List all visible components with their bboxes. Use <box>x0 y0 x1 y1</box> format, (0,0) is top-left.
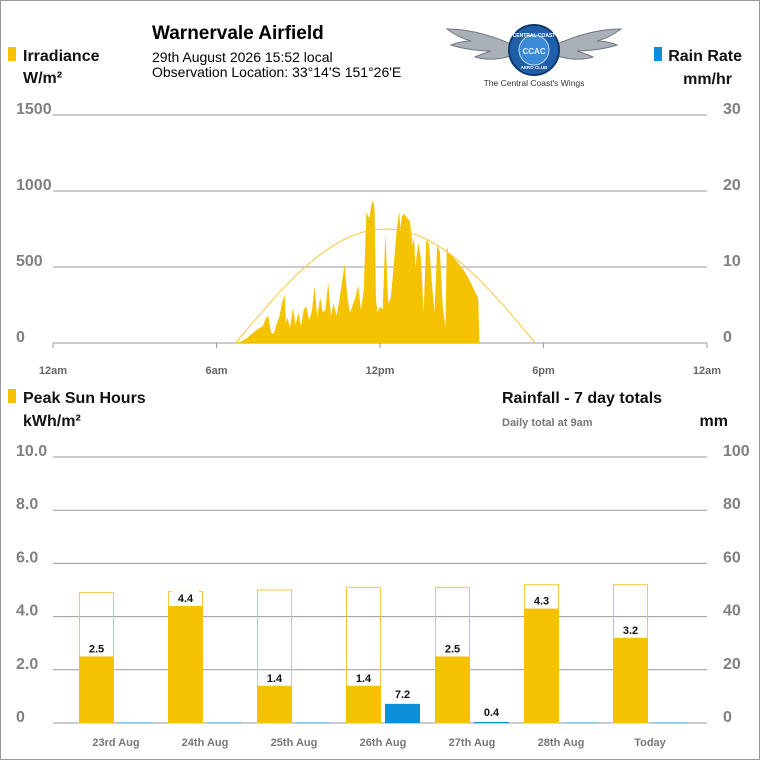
peak-sun-hours-bar <box>435 656 470 723</box>
site-name: Warnervale Airfield <box>152 23 324 44</box>
rain-rate-legend-swatch <box>654 47 662 61</box>
peak-sun-hours-value: 1.4 <box>356 673 372 685</box>
peak-sun-hours-bar <box>79 656 114 723</box>
sun-hours-left-tick: 4.0 <box>16 603 38 620</box>
peak-sun-hours-bar <box>613 637 648 723</box>
rainfall-unit-label: mm <box>700 413 728 430</box>
sun-hours-axis-ticks: 10.0 100 8.0 80 6.0 60 4.0 40 2.0 20 0 0 23rd Aug 24t… <box>16 443 750 749</box>
rainfall-right-tick: 40 <box>723 603 741 620</box>
rainfall-zero-bar <box>207 722 242 723</box>
day-tick-label: 24th Aug <box>182 737 229 749</box>
peak-sun-hours-bar <box>168 605 203 723</box>
irradiance-legend-swatch <box>8 47 16 61</box>
irradiance-legend-label: Irradiance <box>23 48 100 65</box>
time-tick-label: 12am <box>693 365 721 377</box>
day-tick-label: Today <box>634 737 666 749</box>
rain-rate-right-tick: 30 <box>723 101 741 118</box>
rainfall-subtitle: Daily total at 9am <box>502 417 593 429</box>
peak-sun-label-backdrop <box>617 622 644 636</box>
rainfall-right-tick: 100 <box>723 443 750 460</box>
rainfall-title: Rainfall - 7 day totals <box>502 390 662 407</box>
day-tick-label: 25th Aug <box>271 737 318 749</box>
irradiance-area <box>235 200 480 343</box>
logo-tagline: The Central Coast's Wings <box>484 78 585 88</box>
rainfall-right-tick: 80 <box>723 496 741 513</box>
rain-rate-unit-label: mm/hr <box>683 71 732 88</box>
logo-badge-inner-icon <box>518 34 550 66</box>
sun-hours-left-tick: 2.0 <box>16 656 38 673</box>
peak-sun-hours-value: 2.5 <box>89 644 104 656</box>
right-wing-icon <box>554 28 623 60</box>
clear-sky-curve <box>235 228 536 344</box>
peak-sun-label-backdrop <box>261 670 288 684</box>
peak-sun-hours-bar <box>346 685 381 723</box>
peak-sun-label-backdrop <box>172 590 199 604</box>
time-tick-label: 12pm <box>366 365 395 377</box>
time-tick-label: 6am <box>205 365 227 377</box>
time-tick-label: 6pm <box>532 365 555 377</box>
peak-sun-hours-value: 4.4 <box>178 593 194 605</box>
logo-monogram: CCAC <box>522 47 545 56</box>
day-tick-label: 28th Aug <box>538 737 585 749</box>
peak-sun-label-backdrop <box>439 641 466 655</box>
irradiance-unit-label: W/m² <box>23 70 62 87</box>
rainfall-bar <box>385 703 420 723</box>
sun-hours-left-tick: 0 <box>16 709 25 726</box>
rain-rate-right-tick: 0 <box>723 329 732 346</box>
sun-hours-left-tick: 10.0 <box>16 443 47 460</box>
peak-sun-hours-bar <box>524 608 559 723</box>
rainfall-zero-bar <box>652 722 687 723</box>
rainfall-right-tick: 20 <box>723 656 741 673</box>
peak-sun-hours-value: 1.4 <box>267 673 283 685</box>
peak-sun-hours-value: 4.3 <box>534 596 549 608</box>
rainfall-bar <box>474 721 509 723</box>
rainfall-right-tick: 0 <box>723 709 732 726</box>
peak-sun-hours-bar <box>257 685 292 723</box>
logo-ring-bottom-text: AERO CLUB <box>521 65 548 70</box>
time-tick-label: 12am <box>39 365 67 377</box>
day-tick-label: 26th Aug <box>360 737 407 749</box>
sun-hours-left-tick: 6.0 <box>16 549 38 566</box>
peak-sun-hours-value: 3.2 <box>623 625 638 637</box>
peak-sun-label-backdrop <box>83 641 110 655</box>
peak-sun-hours-value: 2.5 <box>445 644 460 656</box>
peak-sun-label-backdrop <box>528 593 555 607</box>
rainfall-right-tick: 60 <box>723 549 741 566</box>
sun-hours-left-tick: 8.0 <box>16 496 38 513</box>
peak-sun-label-backdrop <box>350 670 377 684</box>
peak-sun-legend-label: Peak Sun Hours <box>23 390 146 407</box>
irradiance-left-tick: 500 <box>16 253 43 270</box>
rainfall-value: 0.4 <box>484 707 500 719</box>
day-tick-label: 23rd Aug <box>92 737 139 749</box>
aero-club-logo: CENTRAL COAST CCAC AERO CLUB The Central… <box>445 24 623 88</box>
rain-rate-right-tick: 10 <box>723 253 741 270</box>
day-tick-label: 27th Aug <box>449 737 496 749</box>
observation-location: Observation Location: 33°14'S 151°26'E <box>152 64 401 80</box>
irradiance-left-tick: 1000 <box>16 177 52 194</box>
observation-datetime: 29th August 2026 15:52 local <box>152 49 333 65</box>
left-wing-icon <box>445 28 514 60</box>
irradiance-left-tick: 0 <box>16 329 25 346</box>
rain-rate-legend-label: Rain Rate <box>668 48 742 65</box>
peak-sun-unit-label: kWh/m² <box>23 413 81 430</box>
irradiance-left-tick: 1500 <box>16 101 52 118</box>
logo-ring-top-text: CENTRAL COAST <box>513 33 556 39</box>
peak-sun-legend-swatch <box>8 389 16 403</box>
sun-hours-bars: 2.5 4.4 1.4 1.4 7.2 2.5 0.4 4.3 3.2 <box>79 584 687 724</box>
rainfall-zero-bar <box>563 722 598 723</box>
rainfall-value: 7.2 <box>395 689 410 701</box>
rain-rate-right-tick: 20 <box>723 177 741 194</box>
rainfall-zero-bar <box>296 722 331 723</box>
rainfall-zero-bar <box>118 722 153 723</box>
